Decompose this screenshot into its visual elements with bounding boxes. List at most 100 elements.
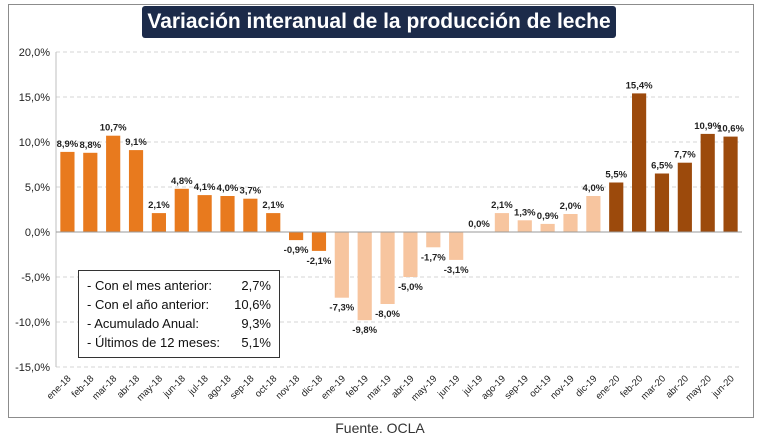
bar	[266, 213, 281, 232]
bar	[151, 213, 166, 232]
data-label: 3,7%	[240, 186, 262, 197]
legend-value: 10,6%	[234, 297, 271, 312]
y-tick-label: 15,0%	[19, 92, 50, 104]
y-tick-label: 10,0%	[19, 137, 50, 149]
legend-label: - Últimos de 12 meses:	[87, 335, 220, 350]
legend-box: - Con el mes anterior: 2,7% - Con el año…	[78, 270, 280, 358]
y-tick-label: -10,0%	[15, 317, 50, 329]
data-label: 8,9%	[57, 139, 79, 150]
bar	[357, 232, 372, 321]
data-label: -9,8%	[352, 325, 377, 336]
x-tick-label: nov-18	[274, 373, 302, 401]
data-label: 4,8%	[171, 176, 193, 187]
data-label: -3,1%	[444, 265, 469, 276]
bar	[586, 196, 601, 232]
bar	[517, 220, 532, 232]
bar	[243, 198, 258, 232]
data-label: -7,3%	[329, 303, 354, 314]
bar	[426, 232, 441, 248]
data-label: 15,4%	[626, 80, 653, 91]
x-tick-label: may-18	[135, 373, 165, 403]
bar	[380, 232, 395, 304]
bar	[128, 150, 144, 232]
y-tick-label: -5,0%	[21, 272, 50, 284]
data-label: 4,1%	[194, 182, 216, 193]
data-label: 4,0%	[217, 183, 239, 194]
bar	[632, 93, 647, 233]
y-tick-label: -15,0%	[15, 362, 50, 374]
data-label: 10,7%	[100, 123, 127, 134]
bar	[494, 213, 509, 232]
chart-title: Variación interanual de la producción de…	[142, 6, 616, 38]
data-label: 8,8%	[79, 140, 101, 151]
data-label: 6,5%	[651, 161, 673, 172]
x-tick-label: jun-19	[435, 373, 462, 400]
bar	[700, 133, 715, 232]
x-tick-label: ene-19	[319, 373, 348, 402]
bar	[403, 232, 418, 277]
data-label: 2,1%	[148, 200, 170, 211]
legend-row: - Con el mes anterior: 2,7%	[87, 277, 271, 295]
x-tick-label: mar-19	[365, 373, 394, 402]
bar	[106, 135, 121, 232]
legend-value: 9,3%	[241, 316, 271, 331]
bar	[334, 232, 349, 298]
data-label: 1,3%	[514, 207, 536, 218]
data-label: -8,0%	[375, 309, 400, 320]
legend-value: 2,7%	[241, 278, 271, 293]
x-tick-label: sep-19	[503, 373, 531, 401]
source-note: Fuente. OCLA	[335, 420, 425, 436]
bar	[311, 232, 327, 251]
data-label: 2,1%	[491, 200, 513, 211]
bar	[723, 136, 738, 232]
data-label: 2,1%	[262, 200, 284, 211]
x-tick-label: may-20	[684, 373, 714, 403]
bar-chart: 20,0% 15,0% 10,0% 5,0% 0,0% -5,0% -10,0% -15,0%…	[15, 47, 744, 404]
data-label: 2,0%	[560, 201, 582, 212]
data-label: 5,5%	[605, 170, 627, 181]
legend-label: - Con el año anterior:	[87, 297, 210, 312]
x-tick-label: sep-18	[228, 373, 256, 401]
x-tick-label: nov-19	[548, 373, 576, 401]
y-tick-label: 0,0%	[25, 227, 50, 239]
data-label: 10,6%	[717, 124, 744, 135]
legend-label: - Acumulado Anual:	[87, 316, 200, 331]
bar	[540, 223, 555, 232]
data-label: 7,7%	[674, 150, 696, 161]
data-label: 9,1%	[125, 137, 147, 148]
x-tick-label: ago-19	[479, 373, 508, 402]
data-label: 4,0%	[583, 183, 605, 194]
legend-row: - Acumulado Anual: 9,3%	[87, 315, 271, 333]
x-tick-label: ene-20	[594, 373, 623, 402]
bar	[449, 232, 464, 260]
bar	[220, 196, 235, 232]
legend-label: - Con el mes anterior:	[87, 278, 212, 293]
bar	[174, 188, 189, 232]
x-tick-label: ago-18	[205, 373, 234, 402]
x-tick-label: jun-20	[710, 373, 737, 400]
legend-row: - Últimos de 12 meses: 5,1%	[87, 334, 271, 352]
bar	[654, 173, 670, 232]
legend-value: 5,1%	[241, 335, 271, 350]
data-label: -1,7%	[421, 252, 446, 263]
data-label: -0,9%	[284, 245, 309, 256]
y-tick-label: 20,0%	[19, 47, 50, 59]
bar	[289, 232, 304, 241]
data-label: 0,0%	[468, 219, 490, 230]
data-label: 0,9%	[537, 211, 559, 222]
legend-row: - Con el año anterior: 10,6%	[87, 296, 271, 314]
data-label: -2,1%	[307, 256, 332, 267]
x-tick-label: mar-18	[90, 373, 119, 402]
x-tick-label: mar-20	[639, 373, 668, 402]
data-label: -5,0%	[398, 282, 423, 293]
bar	[609, 182, 624, 232]
y-tick-label: 5,0%	[25, 182, 50, 194]
bar	[197, 195, 212, 232]
x-tick-label: ene-18	[45, 373, 74, 402]
bar	[677, 162, 692, 232]
data-label: 10,9%	[694, 121, 721, 132]
bar	[83, 152, 98, 232]
bar	[563, 214, 578, 232]
x-tick-label: jun-18	[161, 373, 188, 400]
bar	[60, 151, 75, 232]
